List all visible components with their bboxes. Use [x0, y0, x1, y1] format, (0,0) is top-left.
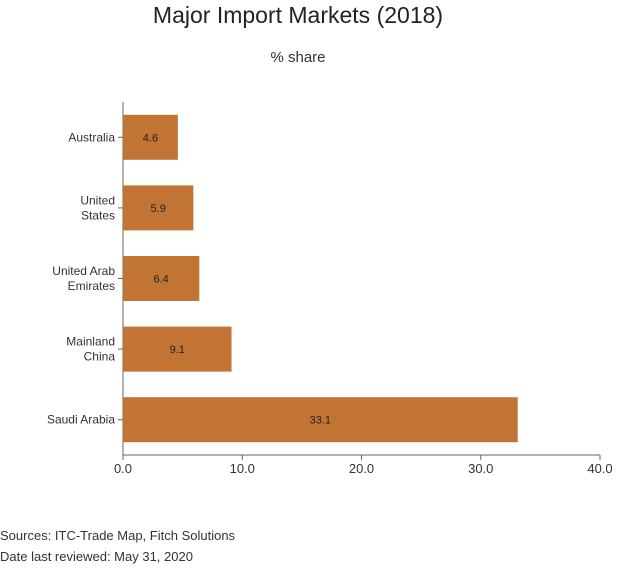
data-label: 33.1 [310, 415, 331, 427]
y-tick-label: United States [80, 193, 115, 222]
x-tick-label: 20.0 [349, 461, 374, 476]
x-tick-label: 0.0 [114, 461, 132, 476]
data-label: 4.6 [143, 132, 158, 144]
data-label: 9.1 [170, 344, 185, 356]
bar [123, 185, 194, 231]
date-reviewed-note: Date last reviewed: May 31, 2020 [0, 549, 193, 564]
x-tick-label: 30.0 [468, 461, 493, 476]
x-tick-label: 10.0 [230, 461, 255, 476]
chart-title: Major Import Markets (2018) [152, 2, 444, 28]
data-label: 5.9 [151, 203, 166, 215]
bar [123, 114, 178, 160]
bar [123, 256, 200, 301]
sources-note: Sources: ITC-Trade Map, Fitch Solutions [0, 528, 236, 543]
y-tick-label: Mainland China [66, 335, 115, 364]
bar [123, 326, 232, 372]
y-tick-label: Saudi Arabia [47, 413, 115, 427]
chart-subtitle: % share [270, 49, 326, 66]
y-tick-label: United Arab Emirates [52, 264, 115, 293]
data-label: 6.4 [154, 274, 169, 286]
y-tick-label: Australia [68, 130, 115, 144]
bar [123, 397, 518, 443]
x-tick-label: 40.0 [587, 461, 612, 476]
bar-chart: 0.0 10.0 20.0 30.0 40.0 Australia 4.6 United Sta… [47, 102, 613, 476]
